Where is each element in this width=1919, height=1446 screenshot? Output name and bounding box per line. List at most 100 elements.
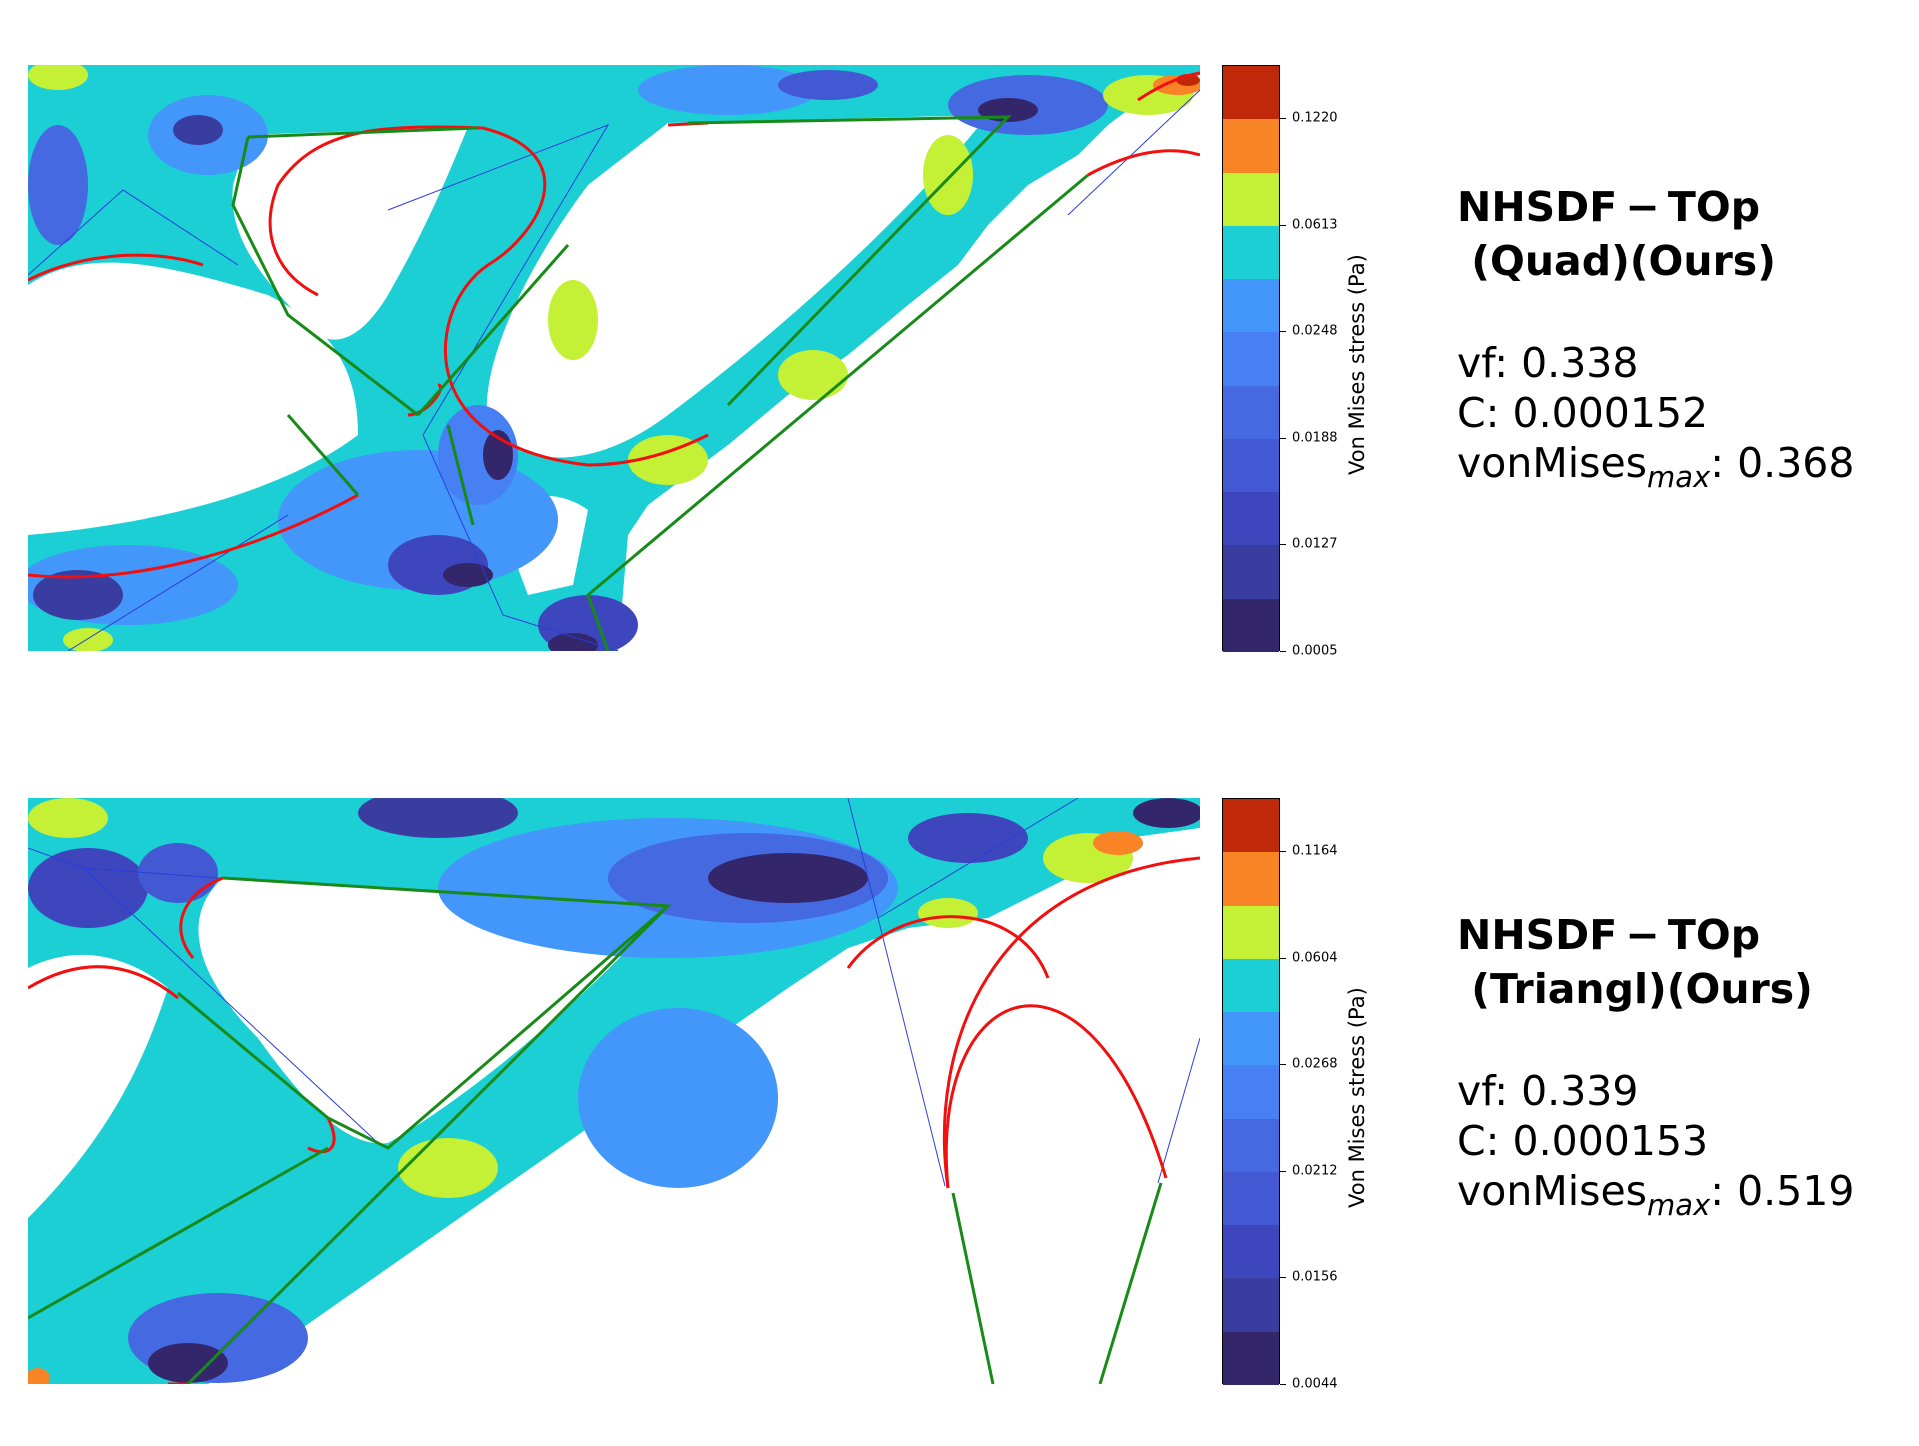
- colorbar-tick-label: 0.0248: [1292, 323, 1338, 339]
- contour-blob: [138, 843, 218, 903]
- stat-label: vf:: [1457, 1067, 1522, 1115]
- colorbar-segment: [1223, 1118, 1279, 1173]
- red-arc: [1137, 71, 1200, 102]
- stat-vonmises-max: vonMisesmax: 0.368: [1457, 438, 1854, 502]
- green-segment: [446, 424, 475, 526]
- contour-blob: [33, 570, 123, 620]
- stat-label: vf:: [1457, 339, 1522, 387]
- colorbar-tick-label: 0.0044: [1292, 1376, 1338, 1391]
- green-segment: [286, 414, 360, 496]
- panel-quad: 0.1220 0.0613 0.0248 0.0188 0.0127 0.0005 Von…: [28, 65, 1854, 658]
- hole: [486, 115, 988, 458]
- polygon-outline: [67, 514, 289, 651]
- hole: [618, 152, 1200, 651]
- colorbar-segment: [1223, 385, 1279, 440]
- red-arc: [268, 125, 484, 297]
- contour-blob: [628, 435, 708, 485]
- red-arc: [443, 126, 709, 467]
- stats-list: vf: 0.338 C: 0.000152 vonMisesmax: 0.368: [1457, 338, 1854, 502]
- contour-blob: [548, 280, 598, 360]
- green-segment: [28, 1146, 329, 1320]
- colorbar-segment: [1223, 799, 1279, 853]
- contour-blob: [1093, 831, 1143, 855]
- colorbar-tick-label: 0.0604: [1292, 950, 1338, 966]
- polygon-outline: [387, 124, 610, 436]
- colorbar-segment: [1223, 1225, 1279, 1279]
- contour-blob: [28, 125, 88, 245]
- colorbar-segment: [1223, 545, 1279, 600]
- stat-vf: vf: 0.338: [1457, 338, 1854, 388]
- colorbar-tick: [1280, 118, 1286, 120]
- stat-value: 0.368: [1737, 439, 1855, 487]
- colorbar-segment: [1223, 332, 1279, 387]
- colorbar-segment: [1223, 66, 1279, 120]
- colorbar-segment: [1223, 279, 1279, 333]
- contour-blob: [908, 813, 1028, 863]
- contour-blob: [1133, 798, 1200, 828]
- panel-triangle: 0.1164 0.0604 0.0268 0.0212 0.0156 0.0044 Von…: [0, 723, 1919, 1446]
- polygon-outline: [422, 434, 619, 651]
- colorbar-tick: [1280, 437, 1286, 439]
- colorbar-tick: [1280, 1277, 1286, 1279]
- colorbar-segment: [1223, 119, 1279, 174]
- contour-blob: [63, 628, 113, 651]
- method-title: NHSDF − TOp (Triangl)(Ours): [1457, 911, 1813, 1013]
- colorbar-label: Von Mises stress (Pa): [1345, 254, 1369, 475]
- colorbar-tick: [1280, 650, 1286, 652]
- polygon-outline: [1067, 89, 1200, 216]
- contour-blob: [148, 1343, 228, 1383]
- stat-value: 0.000153: [1512, 1117, 1709, 1165]
- contour-blob: [778, 350, 848, 400]
- colorbar-tick: [1280, 224, 1286, 226]
- colorbar-segment: [1223, 1065, 1279, 1120]
- colorbar-tick-label: 0.0127: [1292, 536, 1338, 552]
- hole: [28, 262, 358, 535]
- contour-blob: [923, 135, 973, 215]
- stat-label: vonMises: [1457, 439, 1648, 487]
- stat-value: 0.000152: [1512, 389, 1709, 437]
- stat-compliance: C: 0.000152: [1457, 388, 1854, 438]
- polygon-outline: [847, 798, 946, 1187]
- polygon-outline: [1157, 1037, 1200, 1184]
- colorbar-segment: [1223, 1278, 1279, 1333]
- green-segment: [1098, 1182, 1163, 1384]
- colorbar-tick-label: 0.0268: [1292, 1056, 1338, 1072]
- stress-field-plot: [28, 65, 1200, 651]
- green-segment: [177, 876, 672, 1150]
- green-segment: [416, 244, 570, 416]
- colorbar-segment: [1223, 172, 1279, 227]
- colorbar-segment: [1223, 438, 1279, 493]
- stat-compliance: C: 0.000153: [1457, 1116, 1854, 1166]
- green-segment: [687, 115, 1012, 407]
- stat-label: vonMises: [1457, 1167, 1648, 1215]
- contour-blob: [173, 115, 223, 145]
- stat-label: C:: [1457, 1117, 1513, 1165]
- colorbar-tick-label: 0.1220: [1292, 110, 1338, 126]
- result-summary: NHSDF − TOp (Triangl)(Ours) vf: 0.339 C:…: [1457, 908, 1854, 1230]
- colorbar-tick-label: 0.0188: [1292, 430, 1338, 446]
- colorbar-tick: [1280, 331, 1286, 333]
- red-arc: [1087, 149, 1200, 177]
- contour-blob: [28, 798, 108, 838]
- colorbar-tick: [1280, 957, 1286, 959]
- contour-blob: [708, 853, 868, 903]
- contour-blob: [778, 70, 878, 100]
- colorbar-segment: [1223, 905, 1279, 960]
- colorbar-tick: [1280, 1383, 1286, 1385]
- green-segment: [186, 904, 670, 1384]
- red-arc: [407, 383, 443, 417]
- hole: [232, 127, 468, 340]
- contour-blob: [638, 65, 818, 115]
- polygon-outline: [82, 867, 379, 1144]
- stats-list: vf: 0.339 C: 0.000153 vonMisesmax: 0.519: [1457, 1066, 1854, 1230]
- colorbar: [1222, 798, 1280, 1386]
- green-segment: [231, 136, 419, 417]
- colorbar-tick-label: 0.0613: [1292, 217, 1338, 233]
- red-arc: [307, 1117, 336, 1154]
- red-arc: [28, 493, 359, 579]
- colorbar-segment: [1223, 1012, 1279, 1066]
- red-arc: [179, 876, 224, 959]
- colorbar: [1222, 65, 1280, 653]
- stat-separator: :: [1710, 439, 1738, 487]
- colorbar-tick: [1280, 851, 1286, 853]
